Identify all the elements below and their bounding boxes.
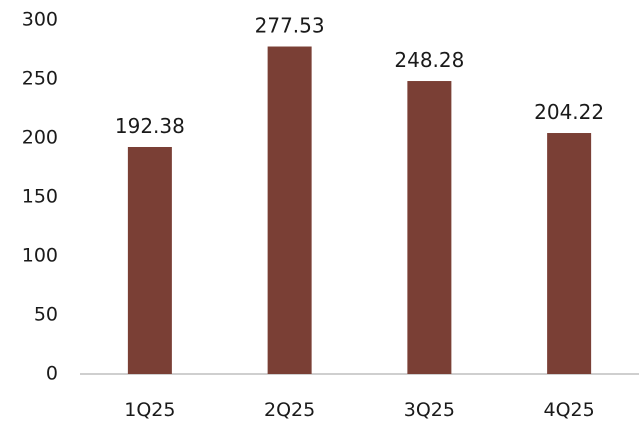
y-tick-label: 150 bbox=[22, 186, 58, 208]
y-tick-label: 250 bbox=[22, 68, 58, 90]
data-label-4q25: 204.22 bbox=[534, 100, 604, 124]
bar-2q25 bbox=[267, 46, 312, 375]
category-label-4q25: 4Q25 bbox=[544, 399, 595, 421]
category-labels-group: 1Q25 2Q25 3Q25 4Q25 bbox=[124, 399, 594, 421]
bars-group bbox=[127, 46, 592, 375]
y-tick-label: 0 bbox=[46, 363, 58, 385]
y-tick-label: 200 bbox=[22, 127, 58, 149]
data-labels-group: 192.38 277.53 248.28 204.22 bbox=[115, 14, 604, 138]
category-label-2q25: 2Q25 bbox=[264, 399, 315, 421]
category-label-3q25: 3Q25 bbox=[404, 399, 455, 421]
y-tick-label: 50 bbox=[34, 304, 58, 326]
bar-4q25 bbox=[547, 133, 592, 374]
y-axis-ticks: 0 50 100 150 200 250 300 bbox=[22, 9, 58, 385]
y-tick-label: 100 bbox=[22, 245, 58, 267]
bar-1q25 bbox=[127, 146, 172, 374]
y-tick-label: 300 bbox=[22, 9, 58, 31]
data-label-2q25: 277.53 bbox=[255, 14, 325, 38]
bar-3q25 bbox=[407, 81, 452, 374]
data-label-3q25: 248.28 bbox=[394, 48, 464, 72]
data-label-1q25: 192.38 bbox=[115, 114, 185, 138]
category-label-1q25: 1Q25 bbox=[124, 399, 175, 421]
